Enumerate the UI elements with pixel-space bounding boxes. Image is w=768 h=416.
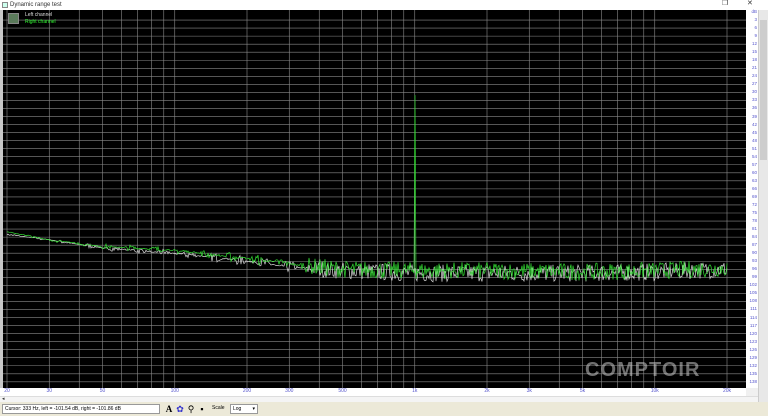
y-tick-label: 132 [749, 362, 757, 368]
save-icon[interactable]: ▪ [200, 404, 204, 414]
title-bar: Dynamic range test ❐ ✕ [0, 0, 768, 10]
y-tick-label: 126 [749, 346, 757, 352]
y-tick-label: 63 [751, 177, 757, 183]
x-tick-label: 30 [46, 388, 53, 394]
y-tick-label: 42 [751, 121, 757, 127]
x-tick-label: 2k [484, 388, 490, 394]
y-tick-label: 57 [751, 161, 757, 167]
x-tick-label: 1k [412, 388, 418, 394]
x-tick-label: 3k [526, 388, 532, 394]
y-tick-label: 66 [751, 185, 757, 191]
y-tick-label: 93 [751, 258, 757, 264]
cursor-readout: Cursor: 333 Hz, left = -101.54 dB, right… [2, 404, 160, 414]
scale-label: Scale [212, 405, 225, 411]
y-tick-label: 51 [751, 145, 757, 151]
y-tick-label: 12 [751, 41, 757, 47]
y-tick-label: 102 [749, 282, 757, 288]
restore-icon[interactable]: ❐ [722, 0, 729, 7]
x-tick-label: 200 [242, 388, 252, 394]
y-tick-label: 9 [754, 33, 757, 39]
y-tick-label: 123 [749, 338, 757, 344]
y-tick-label: 21 [751, 65, 757, 71]
close-icon[interactable]: ✕ [747, 0, 753, 7]
zoom-icon[interactable]: ⚲ [187, 404, 195, 414]
x-tick-label: 50 [99, 388, 106, 394]
y-tick-label: 30 [751, 89, 757, 95]
status-bar: Cursor: 333 Hz, left = -101.54 dB, right… [0, 402, 768, 416]
y-tick-label: 135 [749, 370, 757, 376]
y-tick-label: 36 [751, 105, 757, 111]
x-tick-label: 20k [722, 388, 732, 394]
y-tick-label: 75 [751, 210, 757, 215]
y-tick-label: 90 [751, 250, 757, 256]
y-tick-label: 15 [751, 49, 757, 55]
spectrum-plot[interactable]: Left channel Right channel COMPTOIR [0, 10, 746, 388]
x-tick-label: 500 [338, 388, 347, 394]
font-icon[interactable]: A [165, 404, 173, 414]
legend-right-channel: Right channel [25, 19, 56, 25]
window-title: Dynamic range test [10, 2, 62, 8]
y-tick-label: 78 [751, 218, 757, 224]
watermark-logo: COMPTOIR [585, 359, 701, 381]
series-line-left-channel [6, 233, 728, 283]
y-tick-label: 108 [749, 298, 757, 304]
y-tick-label: 96 [751, 266, 757, 272]
y-tick-label: 45 [751, 129, 757, 135]
y-tick-label: 84 [751, 234, 757, 240]
y-tick-label: 87 [751, 242, 757, 248]
y-tick-label: 60 [751, 169, 757, 175]
y-tick-label: 72 [751, 201, 757, 207]
y-tick-label: 27 [751, 81, 757, 87]
y-tick-label: 114 [749, 314, 757, 320]
x-tick-label: 20 [4, 388, 10, 394]
y-tick-label: 24 [751, 73, 757, 79]
scroll-left-icon[interactable]: ◂ [2, 396, 5, 402]
x-tick-label: 100 [170, 388, 179, 394]
app-icon [2, 2, 8, 8]
vertical-scrollbar[interactable] [758, 10, 768, 402]
y-tick-label: 117 [749, 322, 757, 328]
scale-select[interactable]: Log ▾ [230, 404, 258, 414]
chart-svg [3, 10, 746, 388]
y-axis: dB 3 6 9 12 15 18 21 24 27 30 33 36 39 42 45 48 51 54 57 60 6… [746, 9, 758, 388]
horizontal-scrollbar[interactable]: ◂ [0, 396, 758, 402]
x-tick-label: 300 [285, 388, 294, 394]
legend-swatch [8, 13, 19, 24]
y-tick-label: 33 [751, 97, 757, 103]
y-tick-label: 39 [751, 113, 757, 119]
scrollbar-thumb[interactable] [760, 20, 767, 160]
y-tick-label: 111 [750, 306, 757, 312]
y-tick-label: 48 [751, 137, 757, 143]
y-tick-label: 3 [754, 17, 757, 23]
y-tick-label: 120 [749, 330, 757, 336]
y-unit-label: dB [751, 9, 757, 14]
y-tick-label: 69 [751, 193, 757, 199]
series-line-right-channel [6, 95, 728, 281]
x-tick-label: 10k [650, 388, 659, 394]
color-icon[interactable]: ✿ [176, 404, 184, 414]
chevron-down-icon: ▾ [252, 406, 255, 412]
x-tick-label: 5k [579, 388, 586, 394]
y-tick-label: 138 [749, 378, 757, 384]
y-tick-label: 18 [751, 57, 757, 63]
scale-value: Log [233, 406, 242, 412]
x-axis: 20 30 50 100 200 300 500 1k 2k 3k 5k 10k 20k [0, 388, 746, 396]
y-tick-label: 81 [751, 226, 757, 232]
y-tick-label: 105 [749, 290, 757, 296]
y-tick-label: 54 [751, 153, 757, 159]
y-tick-label: 99 [751, 274, 757, 280]
y-tick-label: 6 [754, 25, 757, 31]
y-tick-label: 129 [749, 354, 757, 360]
legend-left-channel: Left channel [25, 12, 53, 18]
